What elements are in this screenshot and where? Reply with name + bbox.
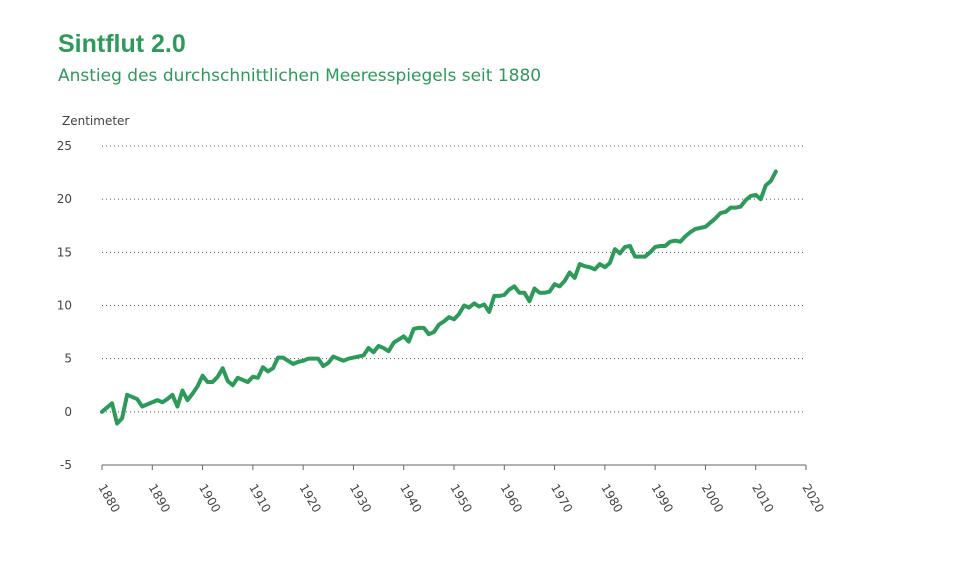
x-tick-label: 1930 <box>347 482 374 515</box>
y-tick-label: 25 <box>57 139 72 153</box>
line <box>100 169 778 426</box>
x-tick-label: 2020 <box>799 482 826 515</box>
x-tick-label: 1990 <box>649 482 676 515</box>
x-tick-label: 1900 <box>196 482 223 515</box>
x-tick-label: 1980 <box>598 482 625 515</box>
x-tick-label: 1910 <box>246 482 273 515</box>
y-tick-label: 10 <box>57 299 72 313</box>
y-tick-label: 15 <box>57 245 72 259</box>
x-tick-label: 1960 <box>498 482 525 515</box>
x-tick-label: 1920 <box>297 482 324 515</box>
chart-title: Sintflut 2.0 <box>58 30 186 58</box>
chart-subtitle: Anstieg des durchschnittlichen Meeresspi… <box>58 66 541 86</box>
x-tick-label: 1890 <box>146 482 173 515</box>
y-tick-label: -5 <box>60 458 72 472</box>
x-tick-label: 2010 <box>749 482 776 515</box>
y-tick-label: 5 <box>64 352 72 366</box>
x-tick-label: 1970 <box>548 482 575 515</box>
x-tick-label: 1940 <box>397 482 424 515</box>
x-tick-label: 1880 <box>95 482 122 515</box>
y-tick-label: 0 <box>64 405 72 419</box>
x-tick-label: 2000 <box>699 482 726 515</box>
y-axis-label: Zentimeter <box>62 114 129 128</box>
y-tick-label: 20 <box>57 192 72 206</box>
x-tick-label: 1950 <box>447 482 474 515</box>
